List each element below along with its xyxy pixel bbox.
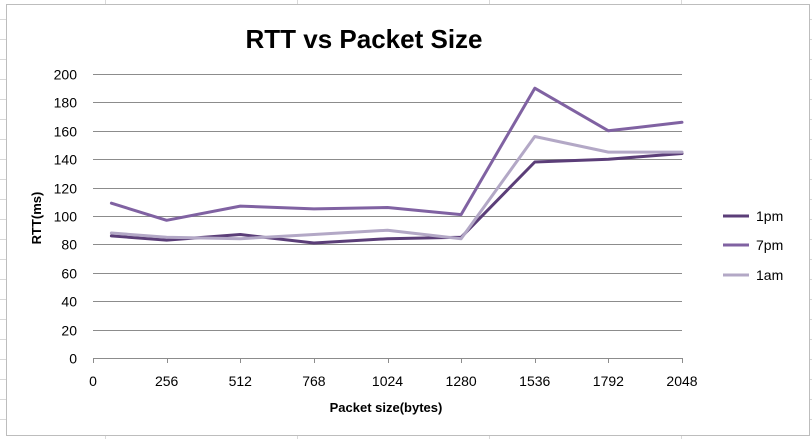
y-tick-label: 20 <box>61 323 77 339</box>
x-axis-label: Packet size(bytes) <box>330 400 443 415</box>
legend: 1pm 7pm 1am <box>723 208 783 283</box>
y-tick-label: 0 <box>69 351 77 367</box>
y-axis-label: RTT(ms) <box>29 192 44 245</box>
x-tick-label: 0 <box>89 373 97 389</box>
chart-area: RTT vs Packet Size 200 180 160 140 120 100 80 6… <box>6 4 810 436</box>
legend-label: 1pm <box>756 208 783 224</box>
y-tick-label: 160 <box>54 124 78 140</box>
x-tick-label: 1280 <box>446 373 477 389</box>
series-line-7pm <box>109 86 684 222</box>
x-tick-label: 1792 <box>593 373 624 389</box>
y-tick-label: 60 <box>61 266 77 282</box>
x-tick-label: 512 <box>229 373 253 389</box>
series-lines <box>109 86 684 245</box>
legend-label: 7pm <box>756 237 783 253</box>
line-chart: RTT vs Packet Size 200180160140120100806… <box>29 24 783 415</box>
y-tick-label: 40 <box>61 294 77 310</box>
chart-title: RTT vs Packet Size <box>246 24 483 54</box>
series-line-1pm <box>109 152 684 245</box>
y-tick-label: 120 <box>54 181 78 197</box>
x-tick-label: 1024 <box>372 373 403 389</box>
x-tick-label: 2048 <box>666 373 697 389</box>
x-tick-label: 1536 <box>519 373 550 389</box>
x-tick-labels: 0 256 512 768 1024 1280 1536 1792 2048 <box>89 373 698 389</box>
y-tick-label: 200 <box>54 67 78 83</box>
y-tick-label: 180 <box>54 95 78 111</box>
y-tick-label: 140 <box>54 152 78 168</box>
legend-label: 1am <box>756 267 783 283</box>
y-tick-label: 100 <box>54 209 78 225</box>
y-tick-label: 80 <box>61 237 77 253</box>
x-tick-label: 256 <box>155 373 179 389</box>
series-line-1am <box>109 135 684 241</box>
x-tick-label: 768 <box>302 373 326 389</box>
